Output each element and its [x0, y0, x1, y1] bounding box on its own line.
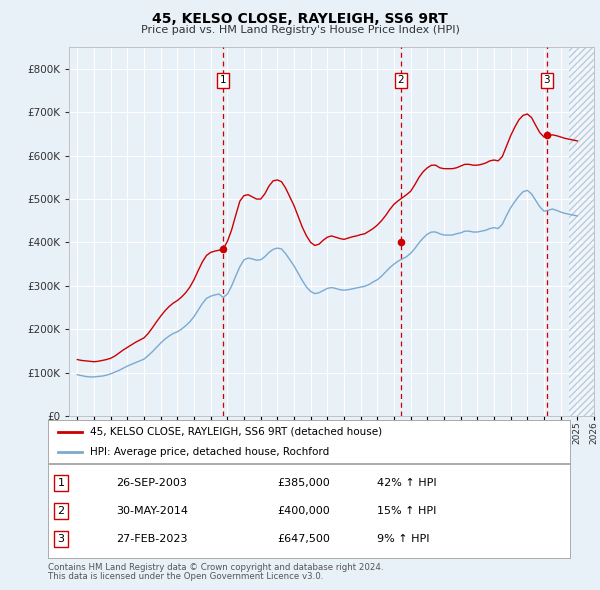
Text: 45, KELSO CLOSE, RAYLEIGH, SS6 9RT (detached house): 45, KELSO CLOSE, RAYLEIGH, SS6 9RT (deta…: [90, 427, 382, 437]
Text: £385,000: £385,000: [278, 478, 331, 488]
Text: 15% ↑ HPI: 15% ↑ HPI: [377, 506, 436, 516]
Text: 9% ↑ HPI: 9% ↑ HPI: [377, 534, 430, 544]
Text: 1: 1: [220, 76, 226, 86]
Text: £400,000: £400,000: [278, 506, 331, 516]
Text: HPI: Average price, detached house, Rochford: HPI: Average price, detached house, Roch…: [90, 447, 329, 457]
Text: 26-SEP-2003: 26-SEP-2003: [116, 478, 187, 488]
Text: 30-MAY-2014: 30-MAY-2014: [116, 506, 188, 516]
Text: 3: 3: [544, 76, 550, 86]
Bar: [569, 47, 600, 416]
Text: 2: 2: [398, 76, 404, 86]
Text: 2: 2: [58, 506, 65, 516]
Text: This data is licensed under the Open Government Licence v3.0.: This data is licensed under the Open Gov…: [48, 572, 323, 581]
Text: Price paid vs. HM Land Registry's House Price Index (HPI): Price paid vs. HM Land Registry's House …: [140, 25, 460, 35]
Text: Contains HM Land Registry data © Crown copyright and database right 2024.: Contains HM Land Registry data © Crown c…: [48, 563, 383, 572]
Text: 45, KELSO CLOSE, RAYLEIGH, SS6 9RT: 45, KELSO CLOSE, RAYLEIGH, SS6 9RT: [152, 12, 448, 26]
Text: 1: 1: [58, 478, 65, 488]
Text: 3: 3: [58, 534, 65, 544]
Text: £647,500: £647,500: [278, 534, 331, 544]
Text: 42% ↑ HPI: 42% ↑ HPI: [377, 478, 436, 488]
Bar: [569, 47, 600, 416]
Text: 27-FEB-2023: 27-FEB-2023: [116, 534, 187, 544]
